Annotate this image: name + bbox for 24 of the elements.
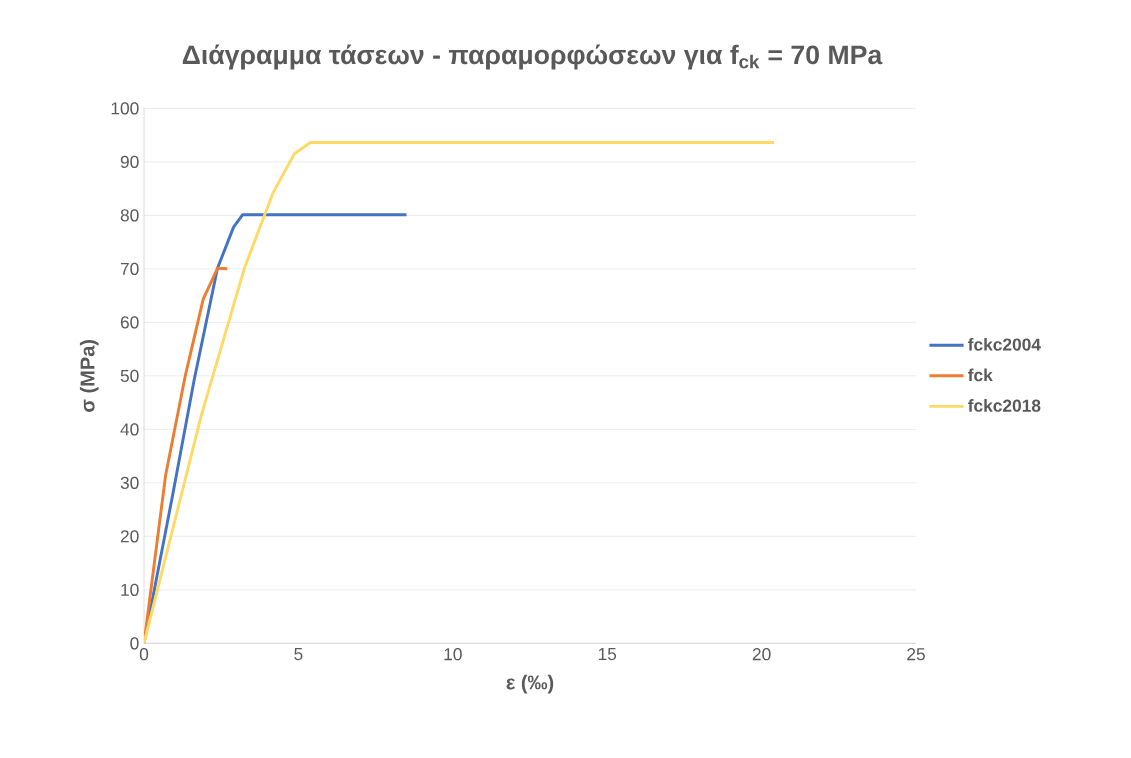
x-axis-title: ε (‰): [506, 674, 554, 694]
y-tick-label: 80: [120, 209, 139, 222]
y-tick-label: 40: [120, 423, 139, 436]
chart-title: Διάγραμμα τάσεων - παραμορφώσεων για f$_{ck}$ = 70 MPa: [182, 44, 883, 70]
y-tick-label: 100: [111, 102, 139, 115]
line-series: [144, 141, 776, 644]
x-tick-label: 5: [294, 648, 303, 661]
legend-label: fck: [968, 368, 993, 382]
legend-label: fckc2004: [968, 337, 1041, 351]
x-tick-label: 10: [444, 648, 462, 661]
y-tick-label: 70: [120, 262, 139, 275]
y-tick-label: 60: [120, 316, 139, 329]
y-axis-title: σ (MPa): [79, 340, 99, 412]
y-tick-label: 50: [120, 369, 139, 382]
x-tick-label: 20: [752, 648, 771, 661]
y-tick-label: 20: [120, 530, 139, 543]
y-tick-label: 30: [120, 476, 139, 489]
x-tick-label: 0: [139, 648, 149, 661]
x-tick-label: 25: [907, 648, 925, 661]
legend-label: fckc2018: [968, 399, 1041, 412]
y-tick-label: 0: [130, 637, 139, 650]
y-tick-label: 90: [120, 155, 139, 168]
y-tick-label: 10: [121, 583, 139, 596]
x-tick-label: 15: [598, 648, 617, 661]
